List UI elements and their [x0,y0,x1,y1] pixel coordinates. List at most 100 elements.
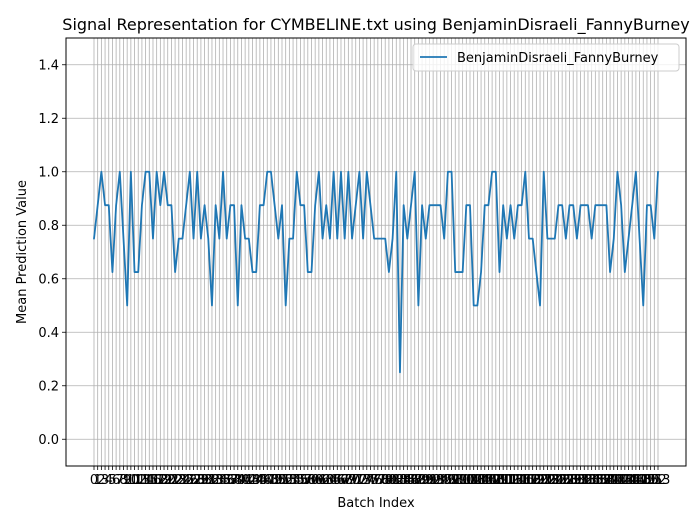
y-tick-label: 1.2 [38,112,59,127]
x-tick-label: 50 [270,473,287,488]
y-tick-label: 1.4 [38,58,59,73]
x-tick-label: 109 [483,473,508,488]
x-tick-label: 99 [451,473,468,488]
x-tick-label: 38 [226,473,243,488]
x-tick-label: 147 [623,473,648,488]
x-tick-label: 106 [472,473,497,488]
x-tick-label: 138 [590,473,615,488]
x-tick-label: 135 [579,473,604,488]
x-tick-label: 58 [300,473,317,488]
x-tick-label: 104 [465,473,490,488]
x-tick-label: 118 [517,473,542,488]
x-tick-label: 57 [296,473,313,488]
x-tick-label: 47 [259,473,276,488]
x-tick-label: 69 [340,473,357,488]
x-tick-label: 91 [421,473,438,488]
x-tick-label: 101 [454,473,479,488]
x-tick-label: 8 [119,473,127,488]
x-tick-label: 111 [491,473,516,488]
x-tick-label: 128 [553,473,578,488]
x-tick-label: 42 [241,473,258,488]
x-tick-label: 142 [605,473,630,488]
x-tick-label: 114 [502,473,527,488]
legend-label: BenjaminDisraeli_FannyBurney [457,51,659,66]
x-tick-label: 107 [476,473,501,488]
x-tick-label: 130 [561,473,586,488]
x-tick-label: 113 [498,473,523,488]
x-tick-label: 71 [347,473,364,488]
x-tick-label: 33 [207,473,224,488]
x-tick-label: 94 [432,473,449,488]
x-tick-label: 151 [638,473,663,488]
x-tick-label: 145 [616,473,641,488]
x-tick-label: 23 [171,473,188,488]
x-tick-label: 12 [130,473,147,488]
x-tick-label: 26 [182,473,199,488]
series-layer [93,170,659,374]
x-tick-label: 132 [568,473,593,488]
x-tick-label: 21 [163,473,180,488]
x-tick-label: 115 [506,473,531,488]
x-tick-label: 141 [601,473,626,488]
x-tick-label: 1 [94,473,102,488]
x-tick-label: 18 [152,473,169,488]
x-tick-label: 82 [388,473,405,488]
x-tick-label: 64 [322,473,339,488]
x-tick-label: 93 [429,473,446,488]
x-tick-label: 97 [443,473,460,488]
y-tick-label: 0.0 [38,433,59,448]
x-tick-label: 92 [425,473,442,488]
x-tick-label: 68 [336,473,353,488]
y-grid [66,64,686,440]
x-tick-label: 129 [557,473,582,488]
x-tick-label: 122 [531,473,556,488]
x-tick-label: 34 [211,473,228,488]
x-tick-label: 31 [200,473,217,488]
x-tick-label: 131 [564,473,589,488]
x-tick-label: 80 [381,473,398,488]
x-tick-label: 89 [414,473,431,488]
x-tick-label: 9 [123,473,131,488]
x-tick-label: 85 [399,473,416,488]
y-tick-label: 1.0 [38,165,59,180]
x-tick-label: 63 [318,473,335,488]
x-tick-label: 66 [329,473,346,488]
x-tick-label: 136 [583,473,608,488]
legend-box [412,43,680,72]
x-tick-label: 77 [370,473,387,488]
y-tick-label: 0.4 [38,326,59,341]
x-tick-label: 119 [520,473,545,488]
x-tick-label: 56 [292,473,309,488]
x-tick-label: 6 [112,473,120,488]
x-tick-label: 27 [185,473,202,488]
x-tick-label: 112 [494,473,519,488]
x-tick-label: 117 [513,473,538,488]
x-tick-label: 152 [642,473,667,488]
y-tick-label: 0.2 [38,379,59,394]
x-tick-label: 150 [635,473,660,488]
y-tick-label: 0.8 [38,219,59,234]
x-tick-label: 20 [159,473,176,488]
y-ticks: 0.0 0.2 0.4 0.6 0.8 1.0 1.2 1.4 [38,58,66,448]
series-line [93,170,659,374]
x-tick-label: 51 [274,473,291,488]
y-axis-label: Mean Prediction Value [15,180,30,324]
x-tick-label: 17 [148,473,165,488]
x-tick-label: 137 [587,473,612,488]
x-tick-label: 44 [248,473,265,488]
x-tick-label: 75 [362,473,379,488]
x-axis-label: Batch Index [337,496,415,511]
x-tick-label: 60 [307,473,324,488]
x-tick-label: 19 [156,473,173,488]
x-tick-label: 88 [410,473,427,488]
x-tick-label: 46 [255,473,272,488]
x-tick-label: 72 [351,473,368,488]
x-grid [93,38,659,466]
x-tick-label: 25 [178,473,195,488]
x-tick-label: 3 [101,473,109,488]
x-tick-label: 16 [145,473,162,488]
x-tick-label: 76 [366,473,383,488]
x-tick-label: 7 [116,473,124,488]
x-tick-label: 127 [550,473,575,488]
x-tick-label: 5 [108,473,116,488]
